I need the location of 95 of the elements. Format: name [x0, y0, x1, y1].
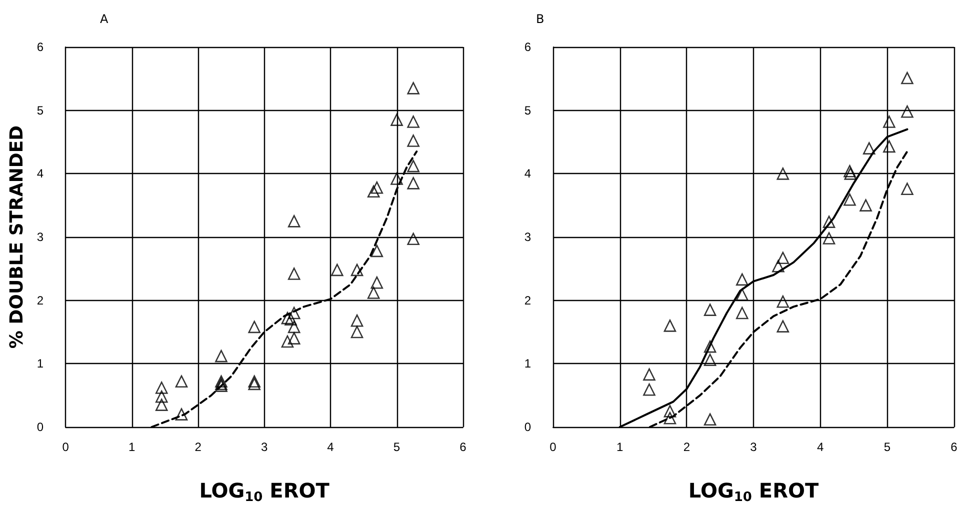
- point: [175, 375, 188, 388]
- x-tick-label: 4: [327, 440, 334, 454]
- point: [215, 350, 228, 362]
- point: [844, 168, 857, 180]
- y-tick-label: 4: [36, 166, 44, 181]
- point: [367, 286, 380, 299]
- point: [288, 306, 300, 320]
- point: [901, 105, 914, 118]
- point: [350, 326, 364, 338]
- chart-title: A: [100, 12, 109, 26]
- x-tick-label: 4: [816, 440, 824, 454]
- point: [248, 378, 260, 390]
- y-tick-label: 3: [524, 230, 532, 244]
- x-tick-label: 0: [62, 440, 70, 454]
- point: [883, 116, 896, 128]
- y-tick-label: 1: [524, 356, 532, 371]
- point: [155, 382, 168, 394]
- point: [883, 140, 896, 153]
- point: [407, 232, 420, 246]
- x-tick-label: 3: [260, 440, 268, 454]
- point: [288, 332, 300, 344]
- point: [736, 273, 748, 286]
- point: [736, 306, 748, 320]
- point: [844, 193, 856, 206]
- point: [390, 114, 403, 126]
- y-tick-label: 0: [36, 420, 44, 434]
- point: [704, 413, 716, 426]
- y-tick-label: 6: [524, 40, 532, 54]
- point: [281, 335, 294, 348]
- point: [288, 215, 300, 228]
- point: [407, 82, 420, 94]
- point: [772, 260, 784, 272]
- point: [407, 177, 420, 190]
- point: [370, 276, 384, 289]
- y-tick-label: 1: [36, 356, 44, 371]
- y-tick-label: 5: [524, 103, 532, 118]
- point: [822, 232, 836, 244]
- point: [776, 252, 790, 264]
- point: [155, 398, 168, 411]
- point: [736, 288, 748, 301]
- point: [776, 320, 790, 332]
- point: [281, 312, 294, 324]
- y-tick-label: 4: [524, 166, 532, 181]
- point: [175, 408, 188, 420]
- x-tick-label: 2: [683, 440, 690, 454]
- y-tick-label: 6: [36, 40, 44, 54]
- point: [704, 354, 716, 366]
- point: [155, 390, 168, 403]
- point: [331, 264, 344, 276]
- x-tick-label: 2: [194, 440, 202, 454]
- point: [643, 383, 656, 396]
- point: [862, 142, 876, 154]
- x-tick-label: 3: [750, 440, 758, 454]
- point: [370, 244, 384, 258]
- point: [643, 368, 656, 381]
- y-axis-title: % DOUBLE STRANDED: [6, 125, 28, 349]
- y-tick-label: 2: [524, 293, 532, 308]
- y-tick-label: 2: [36, 293, 44, 308]
- point: [288, 268, 300, 280]
- point: [664, 412, 676, 424]
- point: [664, 320, 676, 332]
- point: [370, 181, 384, 194]
- x-tick-label: 1: [128, 440, 136, 454]
- point: [704, 340, 716, 353]
- point: [844, 164, 856, 178]
- point: [776, 295, 790, 308]
- y-tick-label: 0: [524, 420, 532, 434]
- point: [407, 134, 420, 147]
- x-tick-label: 1: [616, 440, 624, 454]
- point: [860, 199, 872, 212]
- point: [215, 375, 228, 388]
- point: [822, 216, 836, 228]
- point: [248, 375, 260, 388]
- point: [350, 314, 364, 327]
- point: [350, 264, 364, 276]
- x-tick-label: 5: [884, 440, 891, 454]
- x-tick-label: 0: [550, 440, 557, 454]
- chart-title: B: [536, 12, 544, 26]
- point: [284, 313, 297, 326]
- point: [390, 172, 403, 185]
- point: [288, 320, 300, 334]
- x-tick-label: 5: [393, 440, 400, 454]
- point: [901, 182, 914, 196]
- x-tick-label: 6: [460, 440, 467, 454]
- x-tick-label: 6: [950, 440, 958, 454]
- point: [248, 320, 260, 334]
- point: [407, 160, 420, 172]
- point: [704, 304, 716, 316]
- y-tick-label: 5: [36, 103, 44, 118]
- point: [664, 405, 676, 418]
- point: [776, 168, 790, 180]
- y-tick-label: 3: [36, 230, 44, 244]
- point: [407, 116, 420, 128]
- point: [901, 72, 914, 84]
- point: [367, 185, 380, 198]
